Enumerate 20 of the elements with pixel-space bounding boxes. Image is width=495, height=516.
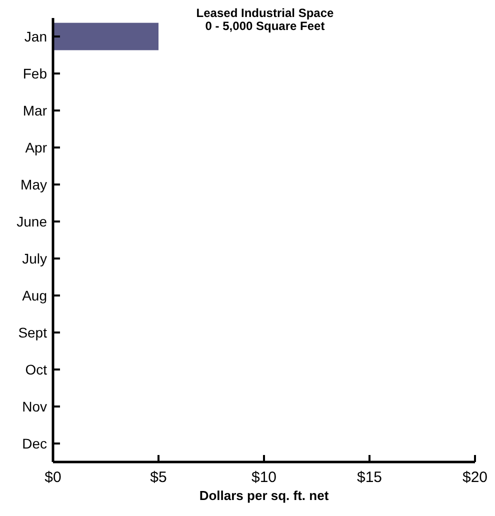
- y-tick-label: Dec: [22, 435, 47, 452]
- y-tick-label: Sept: [18, 324, 48, 340]
- y-tick-label: Aug: [22, 287, 47, 304]
- chart-title: Leased Industrial Space: [196, 6, 334, 20]
- y-tick-label: May: [20, 176, 47, 192]
- chart-subtitle: 0 - 5,000 Square Feet: [205, 19, 325, 33]
- y-tick-label: Apr: [25, 139, 48, 156]
- x-tick-label: $20: [462, 469, 488, 486]
- x-tick-label: $0: [44, 469, 62, 486]
- y-tick-label: Mar: [22, 102, 48, 118]
- x-axis-title: Dollars per sq. ft. net: [199, 488, 330, 503]
- y-tick-label: Nov: [22, 398, 47, 414]
- y-tick-label: Oct: [25, 361, 48, 378]
- y-tick-label: Feb: [22, 65, 48, 82]
- y-tick-label: June: [16, 213, 48, 230]
- x-tick-label: $10: [251, 469, 277, 486]
- y-tick-label: Jan: [24, 28, 47, 44]
- x-tick-label: $5: [150, 469, 167, 486]
- y-tick-label: July: [22, 250, 47, 266]
- x-tick-label: $15: [356, 469, 382, 486]
